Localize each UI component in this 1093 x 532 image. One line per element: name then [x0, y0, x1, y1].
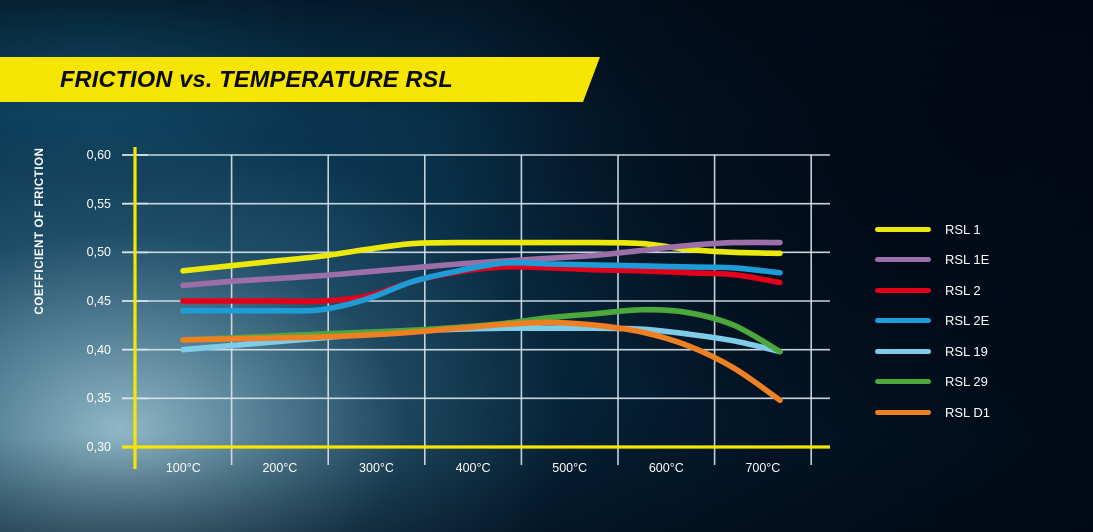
legend-item[interactable]: RSL 2: [875, 275, 990, 306]
y-tick-label: 0,60: [86, 148, 111, 162]
legend-swatch-icon: [875, 318, 931, 324]
legend-item[interactable]: RSL 1: [875, 214, 990, 245]
series-line-rsl-2e: [180, 259, 783, 314]
legend-item[interactable]: RSL 2E: [875, 306, 990, 337]
legend-swatch-icon: [875, 226, 931, 232]
x-tick-label: 300°C: [359, 461, 394, 475]
series-line-rsl-1e: [180, 239, 783, 289]
y-tick-label: 0,40: [86, 342, 111, 357]
x-tick-label: 400°C: [455, 461, 491, 475]
legend-item[interactable]: RSL 1E: [875, 245, 990, 276]
x-tick-label: 500°C: [552, 461, 588, 475]
legend-item-label: RSL 29: [945, 374, 988, 390]
legend-item-label: RSL 2E: [945, 313, 990, 329]
y-tick-label: 0,55: [86, 196, 111, 211]
y-tick-label: 0,30: [86, 440, 111, 454]
series-line-rsl-d1: [180, 319, 783, 404]
chart-legend: RSL 1 RSL 1E RSL 2 RSL 2E RSL 19 RSL 29 RSL D1: [875, 214, 990, 428]
x-tick-label: 100°C: [165, 461, 201, 475]
x-tick-label: 200°C: [262, 461, 298, 475]
series-group: [180, 239, 783, 404]
legend-item-label: RSL 1: [945, 221, 981, 237]
legend-swatch-icon: [875, 379, 931, 385]
y-tick-label: 0,35: [86, 391, 111, 406]
x-tick-label: 600°C: [648, 461, 684, 475]
legend-swatch-icon: [875, 409, 931, 415]
legend-swatch-icon: [875, 348, 931, 354]
title-banner: FRICTION vs. TEMPERATURE RSL: [0, 57, 600, 102]
y-tick-label: 0,50: [86, 245, 111, 260]
gridlines: [135, 154, 830, 465]
legend-item-label: RSL D1: [945, 404, 991, 420]
series-line-rsl-2: [180, 263, 783, 305]
x-tick-label: 700°C: [745, 461, 781, 475]
legend-item[interactable]: RSL D1: [875, 397, 990, 428]
page-title: FRICTION vs. TEMPERATURE RSL: [60, 66, 453, 92]
legend-item-label: RSL 2: [945, 282, 981, 298]
legend-swatch-icon: [875, 287, 931, 293]
legend-item-label: RSL 1E: [945, 252, 990, 268]
y-axis-label: COEFFICIENT OF FRICTION: [34, 147, 46, 315]
legend-swatch-icon: [875, 257, 931, 263]
y-tick-label: 0,45: [86, 294, 111, 308]
series-line-rsl-1: [180, 239, 783, 274]
legend-item[interactable]: RSL 29: [875, 367, 990, 398]
legend-item-label: RSL 19: [945, 343, 988, 359]
legend-item[interactable]: RSL 19: [875, 336, 990, 367]
